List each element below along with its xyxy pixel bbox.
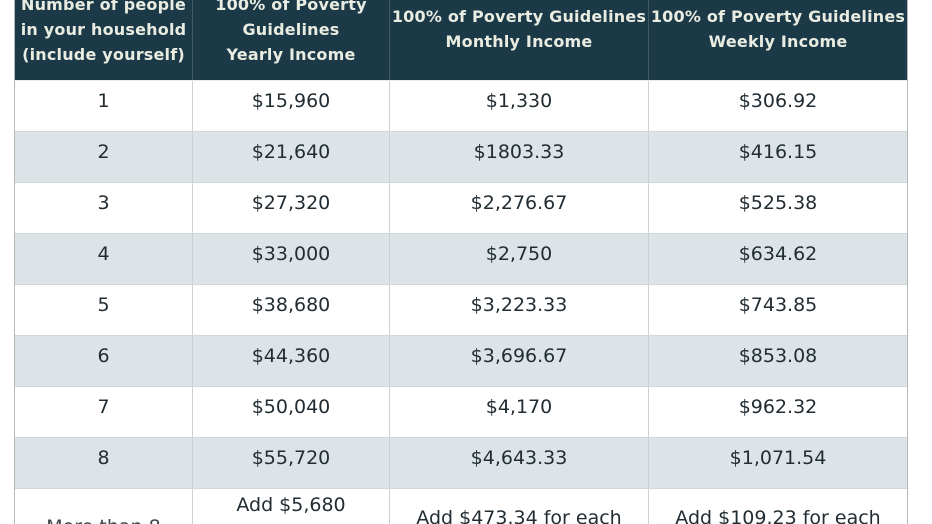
- cell-monthly: $2,276.67: [390, 183, 649, 233]
- table-row: 4 $33,000 $2,750 $634.62: [15, 234, 907, 285]
- cell-yearly: $55,720: [193, 438, 390, 488]
- header-monthly-income: 100% of Poverty Guidelines Monthly Incom…: [390, 0, 649, 80]
- cell-household: 3: [15, 183, 193, 233]
- header-household-size: Number of people in your household (incl…: [15, 0, 193, 80]
- cell-weekly: $743.85: [738, 294, 818, 316]
- table-row: 3 $27,320 $2,276.67 $525.38: [15, 183, 907, 234]
- cell-yearly: $38,680: [193, 285, 390, 335]
- footer-cell-monthly: Add $473.34 for each: [390, 489, 649, 524]
- cell-yearly: $44,360: [193, 336, 390, 386]
- table-body: 1 $15,960 $1,330 $306.92 2 $21,640 $1803…: [15, 81, 907, 489]
- cell-monthly: $1,330: [390, 81, 649, 131]
- cell-household: 5: [15, 285, 193, 335]
- cell-household: 7: [15, 387, 193, 437]
- header-weekly-income: 100% of Poverty Guidelines Weekly Income: [650, 7, 906, 51]
- cell-household: 1: [15, 81, 193, 131]
- cell-yearly: $15,960: [193, 81, 390, 131]
- cell-monthly: $3,223.33: [390, 285, 649, 335]
- cell-yearly: $50,040: [193, 387, 390, 437]
- cell-monthly: $4,643.33: [390, 438, 649, 488]
- cell-household: 2: [15, 132, 193, 182]
- cell-yearly: $21,640: [193, 132, 390, 182]
- cell-household: 6: [15, 336, 193, 386]
- cell-household: 4: [15, 234, 193, 284]
- table-row: 7 $50,040 $4,170 $962.32: [15, 387, 907, 438]
- table-row: 1 $15,960 $1,330 $306.92: [15, 81, 907, 132]
- table-row: 5 $38,680 $3,223.33 $743.85: [15, 285, 907, 336]
- cell-monthly: $1803.33: [390, 132, 649, 182]
- cell-monthly: $4,170: [390, 387, 649, 437]
- cell-household: 8: [15, 438, 193, 488]
- footer-cell-yearly: Add $5,680: [193, 489, 390, 524]
- poverty-guidelines-table: Number of people in your household (incl…: [14, 0, 908, 524]
- table-row: 8 $55,720 $4,643.33 $1,071.54: [15, 438, 907, 489]
- cell-yearly: $33,000: [193, 234, 390, 284]
- table-header-row: Number of people in your household (incl…: [15, 0, 907, 80]
- footer-cell-weekly: Add $109.23 for each: [675, 507, 881, 524]
- cell-yearly: $27,320: [193, 183, 390, 233]
- cell-weekly: $306.92: [738, 90, 818, 112]
- footer-cell-household: More than 8: [15, 489, 193, 524]
- header-body-divider: [15, 80, 907, 81]
- cell-weekly: $853.08: [738, 345, 818, 367]
- cell-weekly: $525.38: [738, 192, 818, 214]
- cell-monthly: $2,750: [390, 234, 649, 284]
- cell-weekly: $634.62: [738, 243, 818, 265]
- cell-weekly: $962.32: [738, 396, 818, 418]
- table-row: 2 $21,640 $1803.33 $416.15: [15, 132, 907, 183]
- table-footer-row: More than 8 Add $5,680 Add $473.34 for e…: [15, 489, 907, 524]
- cell-weekly: $1,071.54: [729, 447, 827, 469]
- table-row: 6 $44,360 $3,696.67 $853.08: [15, 336, 907, 387]
- header-yearly-income: 100% of Poverty Guidelines Yearly Income: [193, 0, 390, 80]
- cell-weekly: $416.15: [738, 141, 818, 163]
- cell-monthly: $3,696.67: [390, 336, 649, 386]
